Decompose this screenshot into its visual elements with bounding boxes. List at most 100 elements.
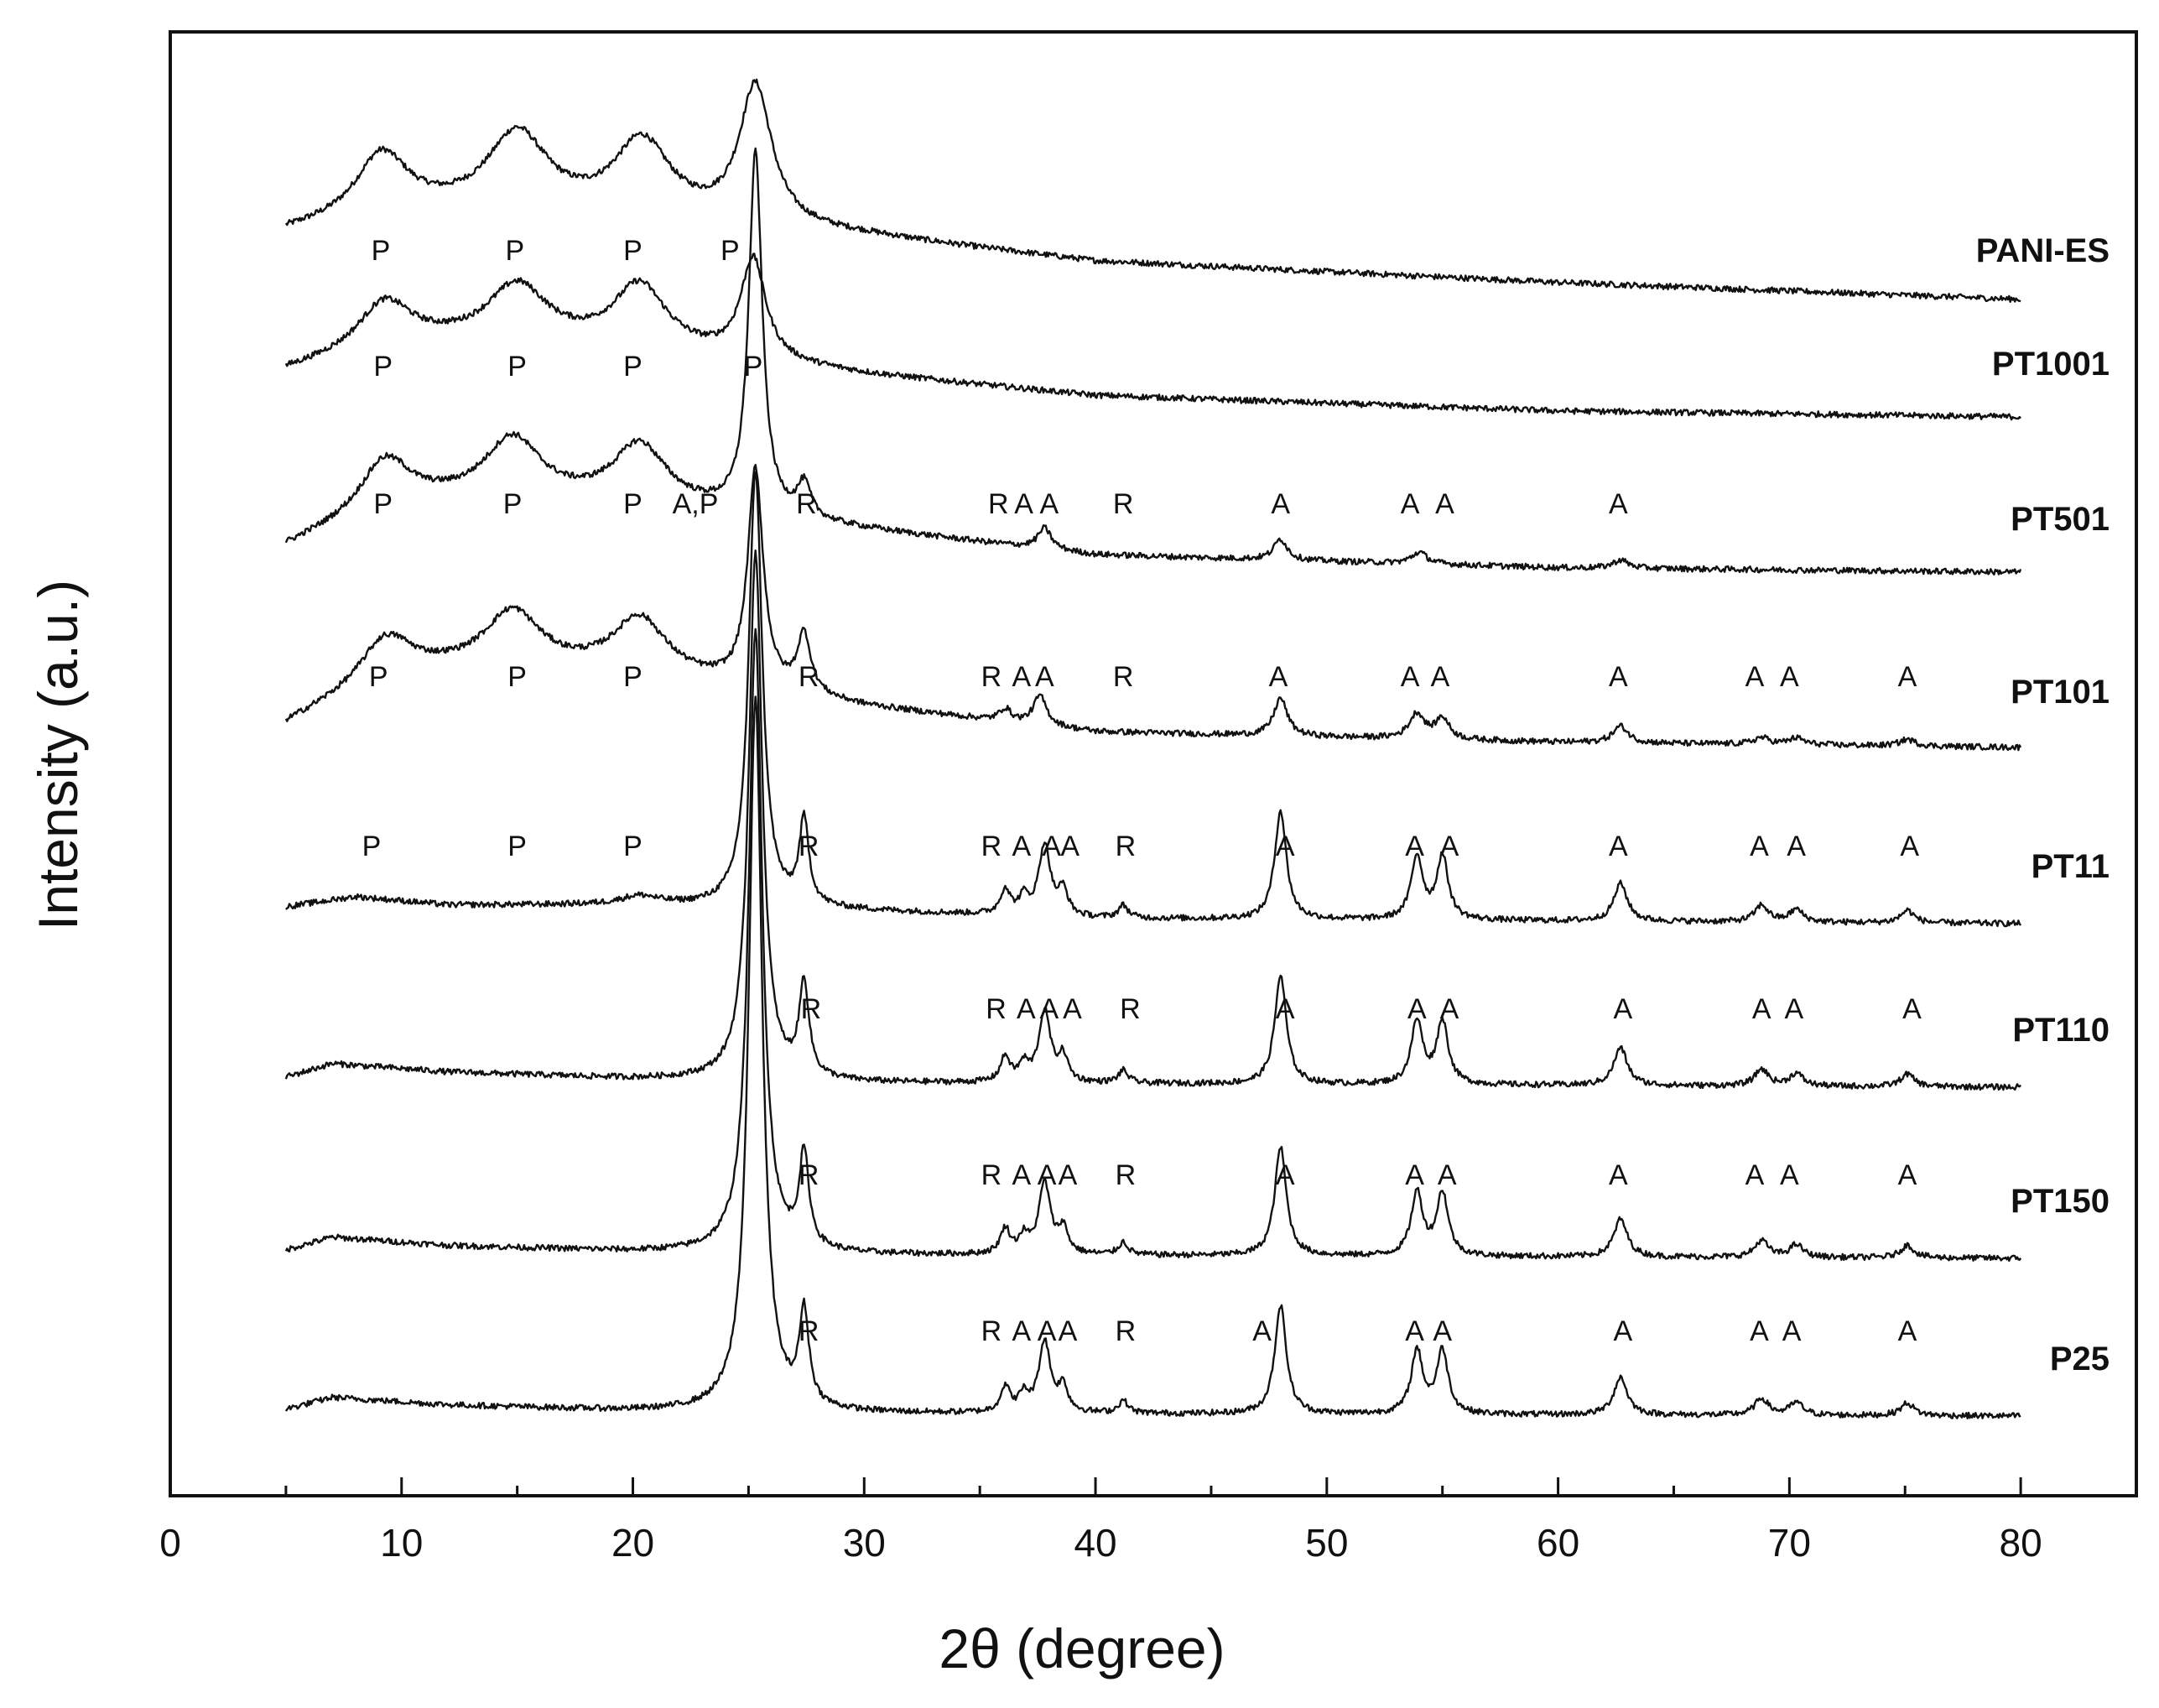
peak-label: R bbox=[1113, 488, 1134, 520]
peak-label: A bbox=[1042, 831, 1061, 862]
series-label: PANI-ES bbox=[1976, 232, 2110, 269]
peak-label: P bbox=[372, 235, 391, 267]
peak-label: P bbox=[507, 831, 527, 862]
series-label: PT501 bbox=[2011, 501, 2110, 538]
peak-label: A bbox=[1898, 1315, 1917, 1347]
series-label: PT11 bbox=[2032, 848, 2110, 885]
peak-label: A bbox=[1898, 1159, 1917, 1191]
peak-label: P bbox=[623, 661, 642, 693]
series-line-pt501 bbox=[284, 147, 2022, 575]
peak-label: A bbox=[1407, 993, 1427, 1025]
peak-label: R bbox=[799, 1159, 819, 1191]
series-line-p25 bbox=[284, 695, 2021, 1419]
x-tick-label: 50 bbox=[1305, 1521, 1348, 1565]
peak-label: A bbox=[1060, 831, 1080, 862]
peak-label: A bbox=[1433, 1315, 1452, 1347]
peak-label: A bbox=[1269, 661, 1288, 693]
peak-label: A bbox=[1271, 488, 1290, 520]
x-tick-label: 10 bbox=[380, 1521, 423, 1565]
x-tick-label: 70 bbox=[1768, 1521, 1811, 1565]
peak-label: A bbox=[1405, 1315, 1424, 1347]
peak-label: R bbox=[1116, 831, 1137, 862]
peak-label: P bbox=[506, 235, 525, 267]
peak-label: A bbox=[1780, 661, 1799, 693]
peak-label: A bbox=[1038, 1315, 1057, 1347]
peak-label: P bbox=[623, 831, 642, 862]
peak-label: A bbox=[1609, 1159, 1628, 1191]
peak-label: A bbox=[1780, 1159, 1799, 1191]
plot-frame bbox=[169, 30, 2138, 1497]
peak-label: A bbox=[1440, 831, 1459, 862]
peak-label: R bbox=[1120, 993, 1141, 1025]
peak-label: A bbox=[1405, 1159, 1424, 1191]
x-tick-label: 30 bbox=[843, 1521, 886, 1565]
x-axis: 0 10 20 30 40 50 60 70 80 bbox=[159, 1477, 2138, 1565]
peak-label: A bbox=[1431, 661, 1450, 693]
y-axis-title: Intensity (a.u.) bbox=[27, 580, 89, 930]
peak-label: A bbox=[1276, 1159, 1295, 1191]
peak-label: A bbox=[1750, 831, 1769, 862]
peak-label: A bbox=[1745, 1159, 1765, 1191]
peak-label: R bbox=[981, 661, 1002, 693]
peak-label: A bbox=[1401, 488, 1420, 520]
peak-label: A bbox=[1012, 831, 1031, 862]
peak-label: A bbox=[1059, 1159, 1078, 1191]
series-line-pt101 bbox=[284, 463, 2022, 752]
peak-label: A bbox=[1609, 488, 1628, 520]
peak-label: P bbox=[623, 488, 642, 520]
peak-label: A bbox=[1276, 831, 1295, 862]
series-line-pt1001 bbox=[284, 253, 2021, 421]
x-tick-label: 80 bbox=[2000, 1521, 2042, 1565]
series-line-pt110 bbox=[284, 549, 2022, 1091]
series-group bbox=[284, 78, 2022, 1419]
x-tick-label: 0 bbox=[159, 1521, 181, 1565]
peak-label: A bbox=[1785, 993, 1804, 1025]
peak-label: P bbox=[721, 235, 740, 267]
peak-label: A bbox=[1040, 488, 1059, 520]
peak-label: A bbox=[1609, 661, 1628, 693]
peak-label: R bbox=[799, 1315, 819, 1347]
peak-label: A bbox=[1012, 661, 1031, 693]
peak-label: R bbox=[988, 488, 1009, 520]
peak-label: R bbox=[796, 488, 817, 520]
peak-label: R bbox=[986, 993, 1007, 1025]
peak-label: R bbox=[981, 1159, 1002, 1191]
peak-label: R bbox=[981, 1315, 1002, 1347]
peak-label: R bbox=[1113, 661, 1134, 693]
peak-label: P bbox=[503, 488, 523, 520]
series-line-pt150 bbox=[284, 627, 2022, 1263]
peak-label: A bbox=[1435, 488, 1454, 520]
series-line-pani-es bbox=[284, 78, 2021, 303]
peak-label: A bbox=[1405, 831, 1424, 862]
x-tick-label: 40 bbox=[1074, 1521, 1116, 1565]
x-tick-label: 20 bbox=[611, 1521, 654, 1565]
peak-label: A bbox=[1613, 1315, 1632, 1347]
peak-label: A bbox=[1276, 993, 1295, 1025]
peak-label: P bbox=[369, 661, 388, 693]
x-tick-label: 60 bbox=[1537, 1521, 1579, 1565]
peak-label: A bbox=[1613, 993, 1632, 1025]
peak-label: A bbox=[1782, 1315, 1802, 1347]
peak-label: R bbox=[801, 993, 822, 1025]
peak-label: P bbox=[623, 235, 642, 267]
peak-label: A bbox=[1750, 1315, 1769, 1347]
peak-label: P bbox=[507, 661, 527, 693]
series-label: PT150 bbox=[2011, 1183, 2110, 1220]
peak-label: A bbox=[1898, 661, 1917, 693]
peak-label: A bbox=[1401, 661, 1420, 693]
peak-label: R bbox=[1116, 1159, 1137, 1191]
peak-label: R bbox=[799, 661, 819, 693]
peak-label: P bbox=[623, 351, 642, 383]
peak-label: A bbox=[1900, 831, 1919, 862]
peak-label: A,P bbox=[673, 488, 719, 520]
peak-label: A bbox=[1038, 1159, 1057, 1191]
peak-label: P bbox=[507, 351, 527, 383]
peak-label: A bbox=[1059, 1315, 1078, 1347]
peak-label: A bbox=[1017, 993, 1036, 1025]
series-label: P25 bbox=[2050, 1341, 2110, 1377]
peak-label: P bbox=[373, 488, 393, 520]
peak-label: R bbox=[981, 831, 1002, 862]
peak-annotations: P P P PP P P PA,PP P P R R A A R A A A AP P P R R A A R A A A A A A AP P… bbox=[362, 235, 1922, 1347]
peak-label: A bbox=[1014, 488, 1033, 520]
